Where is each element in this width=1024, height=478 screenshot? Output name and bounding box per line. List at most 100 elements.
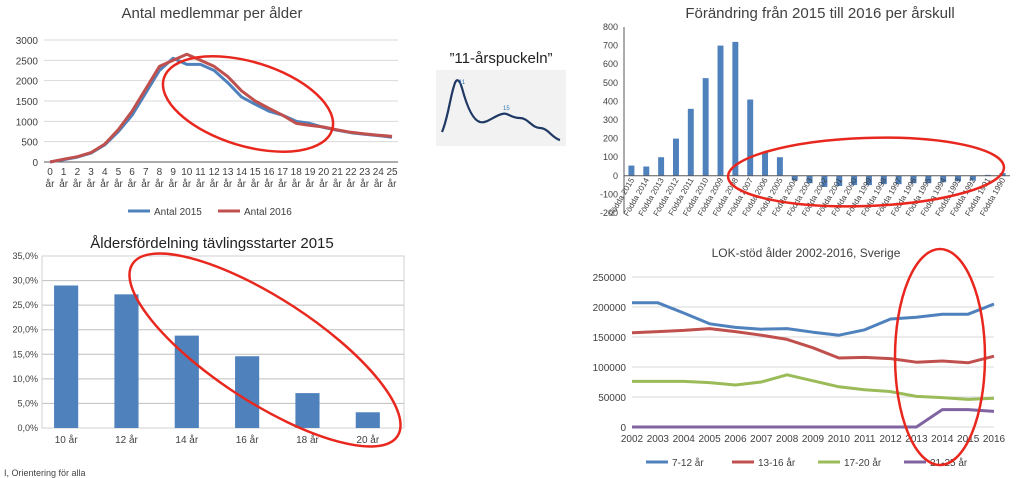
x-tick-unit: år [128,178,138,190]
y-tick-label: 15,0% [12,349,38,359]
x-tick-unit: år [196,178,206,190]
y-tick-label: 2000 [16,77,39,88]
bar [174,335,199,428]
bar [925,175,932,184]
x-tick-unit: år [59,178,69,190]
x-tick-label: 2007 [750,434,773,445]
x-tick-unit: år [374,178,384,190]
legend-label: 7-12 år [672,457,704,469]
y-tick-label: 5,0% [17,398,38,408]
y-tick-label: 1500 [16,97,39,108]
series-line-1 [632,301,995,337]
x-tick-unit: år [114,178,124,190]
x-tick-label: 3 [88,167,94,178]
x-tick-label: 15 [250,167,262,178]
x-tick-label: 13 [222,167,234,178]
hump-sketch-note-a: 11 [459,80,466,86]
y-tick-label: 250000 [593,273,627,284]
chart-title: Antal medlemmar per ålder [122,5,303,22]
x-tick-label: 2006 [724,434,747,445]
x-tick-unit: år [292,178,302,190]
competition-starts-svg: Åldersfördelning tävlingsstarter 2015 0,… [12,235,405,448]
members-by-age-chart: Antal medlemmar per ålder 0 500 1000 1500 20… [0,0,420,228]
x-tick-label: 24 [373,167,385,178]
x-tick-label: 20 år [356,434,379,446]
y-tick-label: 0,0% [17,423,38,433]
bar [791,175,798,181]
y-tick-label: -200 [600,208,618,218]
x-tick-label: 10 år [55,434,78,446]
x-tick-unit: år [237,178,247,190]
series-line-3 [632,373,995,401]
x-tick-label: 2009 [802,434,825,445]
y-tick-label: 200 [603,134,618,144]
x-tick-unit: år [210,178,220,190]
y-tick-label: 100000 [593,363,627,374]
x-tick-unit: år [182,178,192,190]
x-tick-label: 9 [170,167,176,178]
x-tick-label: 20 [318,167,330,178]
y-tick-label: 600 [603,59,618,69]
series-line-2 [631,327,995,365]
x-tick-label: 1 [61,167,67,178]
chart-title: Åldersfördelning tävlingsstarter 2015 [90,235,333,252]
x-tick-label: 16 [263,167,275,178]
x-tick-unit: år [388,178,398,190]
x-tick-unit: år [360,178,370,190]
series-line-4 [632,408,995,429]
legend-label: 13-16 år [758,457,796,469]
y-tick-label: 10,0% [12,374,38,384]
x-tick-label: 2002 [621,434,644,445]
bar [895,175,902,185]
x-tick-unit: år [264,178,274,190]
competition-starts-age-chart: Åldersfördelning tävlingsstarter 2015 0,… [0,228,420,468]
y-tick-label: 3000 [16,36,39,47]
x-tick-unit: år [251,178,261,190]
x-tick-label: 18 år [296,434,319,446]
x-tick-label: 14 [236,167,248,178]
x-tick-unit: år [347,178,357,190]
x-tick-label: 2003 [647,434,670,445]
bar [776,157,783,176]
bar [747,99,754,176]
hump-sketch-line [440,79,561,142]
legend-label: Antal 2015 [154,207,202,218]
x-tick-label: 6 [129,167,135,178]
x-tick-label: 18 [291,167,303,178]
lok-support-svg: LOK-stöd ålder 2002-2016, Sverige 0 50000… [593,246,1006,469]
y-tick-label: 500 [603,78,618,88]
bar [940,175,947,183]
legend-label: Antal 2016 [244,207,292,218]
y-tick-label: 0 [613,171,618,181]
x-tick-label: 2011 [854,434,876,445]
members-by-age-svg: Antal medlemmar per ålder 05001000150020… [16,5,398,218]
y-tick-label: 30,0% [12,276,38,286]
x-tick-unit: år [169,178,179,190]
x-tick-label: 2012 [879,434,902,445]
x-tick-label: 12 år [115,434,138,446]
footer-text: I, Orientering för alla [4,468,86,478]
x-tick-unit: år [73,178,83,190]
bar [851,175,858,186]
y-tick-label: 100 [603,152,618,162]
y-tick-label: 150000 [593,333,627,344]
bar [628,165,635,176]
x-tick-label: 12 [209,167,221,178]
bar [836,175,843,187]
x-tick-label: 23 [359,167,371,178]
bar [702,78,709,176]
x-tick-label: 0 [47,167,53,178]
x-tick-unit: år [319,178,329,190]
bar [643,166,650,176]
change-by-cohort-svg: Förändring från 2015 till 2016 per årsku… [600,5,1010,218]
x-tick-label: 7 [143,167,149,178]
y-tick-label: 2500 [16,56,39,67]
x-tick-label: 19 [304,167,316,178]
series-line-2 [49,52,393,164]
bar [762,151,769,176]
y-tick-label: 700 [603,41,618,51]
x-tick-label: 14 år [175,434,198,446]
bar [672,138,679,176]
x-tick-label: 4 [102,167,108,178]
x-tick-label: 2016 [983,434,1006,445]
